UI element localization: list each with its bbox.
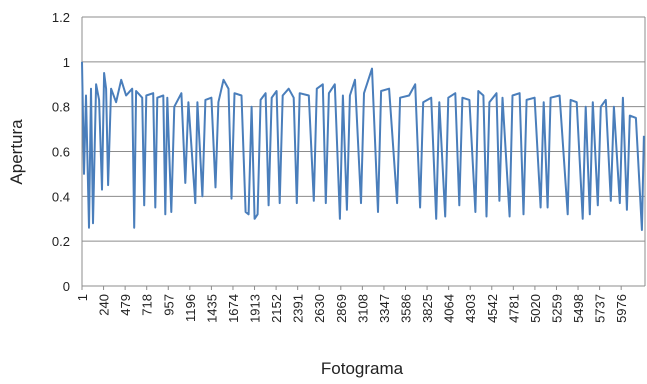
x-tick-label: 3586 [399,294,414,323]
y-tick-label: 0 [63,279,70,294]
x-tick-label: 2630 [312,294,327,323]
x-tick-label: 2391 [291,294,306,323]
x-tick-label: 240 [97,294,112,316]
y-tick-label: 1.2 [52,10,70,25]
y-tick-label: 0.2 [52,234,70,249]
x-tick-label: 5737 [593,294,608,323]
y-axis-title: Apertura [7,119,26,185]
x-tick-label: 3108 [355,294,370,323]
x-tick-label: 4781 [506,294,521,323]
x-tick-label: 4542 [485,294,500,323]
x-tick-label: 5020 [528,294,543,323]
data-line [81,61,645,231]
x-tick-label: 5976 [614,294,629,323]
x-tick-label: 2152 [269,294,284,323]
x-tick-label: 5259 [549,294,564,323]
x-tick-label: 1674 [226,294,241,323]
x-tick-label: 479 [118,294,133,316]
x-tick-label: 718 [140,294,155,316]
x-tick-label: 1913 [248,294,263,323]
x-tick-label: 4303 [463,294,478,323]
x-tick-label: 3347 [377,294,392,323]
y-tick-label: 0.6 [52,145,70,160]
y-tick-label: 0.4 [52,189,70,204]
x-axis-title: Fotograma [321,359,404,378]
x-tick-label: 1 [75,294,90,301]
x-tick-label: 1196 [183,294,198,322]
y-tick-label: 1 [63,55,70,70]
x-tick-label: 2869 [334,294,349,323]
x-tick-label: 3825 [420,294,435,323]
x-tick-label: 1435 [204,294,219,323]
y-tick-label: 0.8 [52,100,70,115]
x-tick-label: 5498 [571,294,586,323]
x-tick-label: 4064 [442,294,457,323]
x-tick-label: 957 [161,294,176,316]
